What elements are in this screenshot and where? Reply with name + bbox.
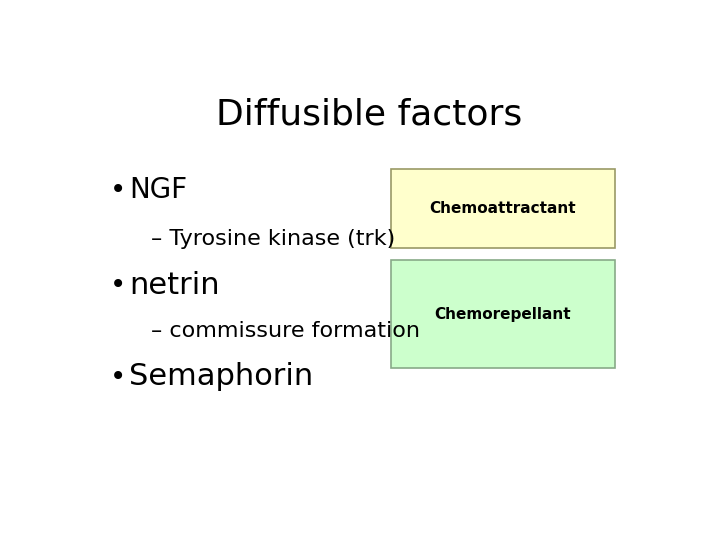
FancyBboxPatch shape bbox=[392, 168, 615, 248]
Text: – Tyrosine kinase (trk): – Tyrosine kinase (trk) bbox=[151, 230, 395, 249]
Text: •: • bbox=[109, 363, 126, 390]
Text: Chemoattractant: Chemoattractant bbox=[430, 201, 576, 216]
Text: Chemorepellant: Chemorepellant bbox=[435, 307, 571, 322]
Text: •: • bbox=[109, 176, 126, 204]
Text: NGF: NGF bbox=[129, 176, 187, 204]
Text: Semaphorin: Semaphorin bbox=[129, 362, 313, 391]
Text: – commissure formation: – commissure formation bbox=[151, 321, 420, 341]
Text: •: • bbox=[109, 271, 126, 299]
Text: netrin: netrin bbox=[129, 271, 220, 300]
FancyBboxPatch shape bbox=[392, 260, 615, 368]
Text: Diffusible factors: Diffusible factors bbox=[216, 98, 522, 132]
